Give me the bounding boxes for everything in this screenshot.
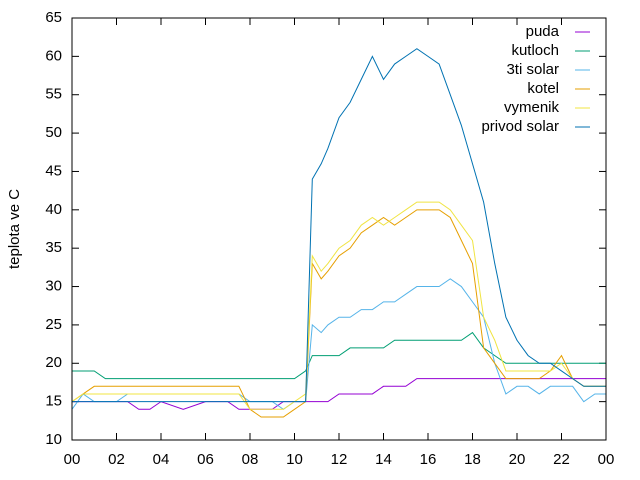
legend-label: vymenik	[504, 99, 560, 116]
y-tick-label: 50	[45, 124, 62, 141]
x-tick-label: 08	[242, 451, 259, 468]
y-axis-label: teplota ve C	[6, 189, 23, 269]
y-tick-label: 20	[45, 354, 62, 371]
y-tick-label: 65	[45, 9, 62, 26]
legend-label: puda	[526, 23, 560, 40]
y-tick-label: 40	[45, 201, 62, 218]
x-tick-label: 12	[331, 451, 348, 468]
x-tick-label: 10	[286, 451, 303, 468]
series-line	[71, 201, 606, 410]
y-tick-label: 30	[45, 278, 62, 295]
x-tick-label: 00	[64, 451, 81, 468]
y-tick-label: 10	[45, 431, 62, 448]
x-tick-label: 16	[420, 451, 437, 468]
x-tick-label: 18	[464, 451, 481, 468]
legend-label: privod solar	[481, 118, 559, 135]
y-tick-label: 25	[45, 316, 62, 333]
y-tick-label: 45	[45, 162, 62, 179]
series-line	[71, 209, 606, 418]
x-tick-label: 06	[197, 451, 214, 468]
x-tick-label: 00	[598, 451, 615, 468]
legend-label: kotel	[527, 80, 559, 97]
legend-label: 3ti solar	[506, 61, 559, 78]
series-line	[72, 48, 606, 403]
series-line	[72, 331, 606, 380]
y-tick-label: 60	[45, 47, 62, 64]
x-tick-label: 20	[509, 451, 526, 468]
x-tick-label: 14	[375, 451, 392, 468]
plot-border	[71, 17, 607, 441]
x-tick-label: 02	[108, 451, 125, 468]
y-tick-label: 35	[45, 239, 62, 256]
legend-label: kutloch	[511, 42, 559, 59]
y-tick-label: 15	[45, 393, 62, 410]
x-tick-label: 22	[553, 451, 570, 468]
y-tick-label: 55	[45, 86, 62, 103]
x-tick-label: 04	[153, 451, 170, 468]
